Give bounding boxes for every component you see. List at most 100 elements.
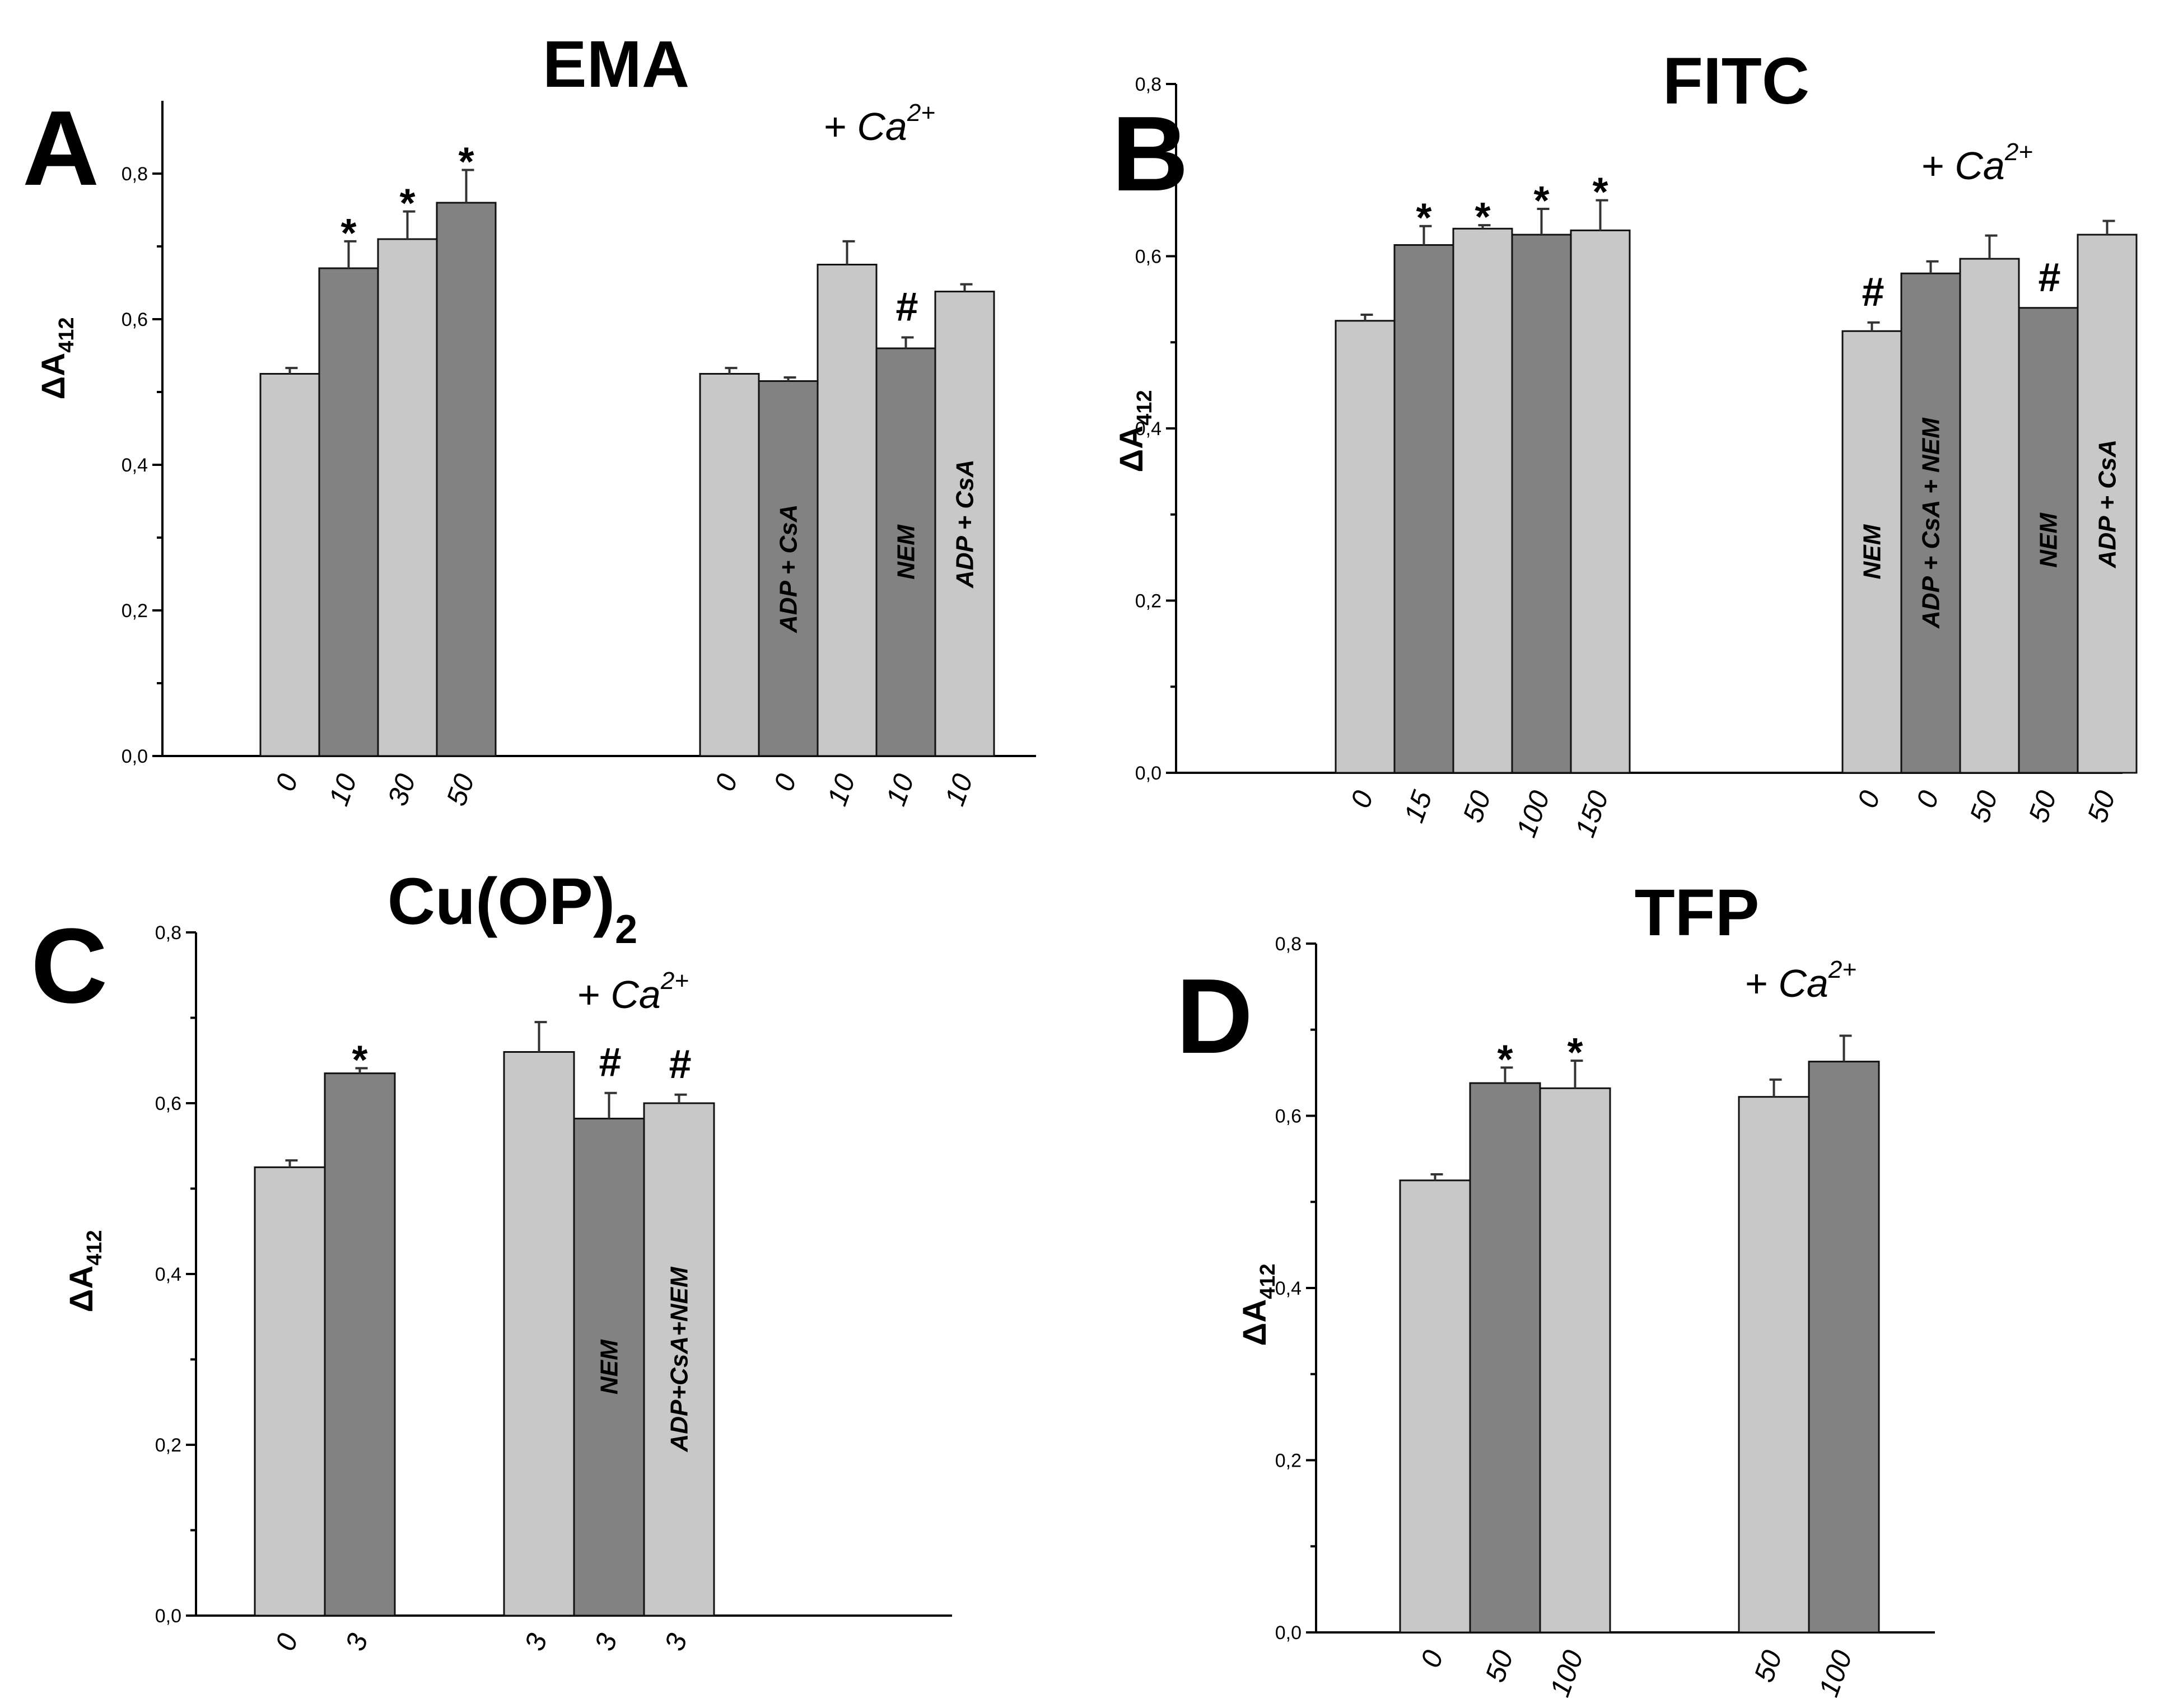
x-category-label: 150 bbox=[1569, 786, 1615, 841]
y-axis-label: ΔA412 bbox=[63, 1230, 106, 1313]
significance-star: * bbox=[1592, 170, 1608, 215]
calcium-label: + Ca2+ bbox=[823, 99, 935, 148]
bar bbox=[1452, 227, 1513, 774]
x-category-label: 50 bbox=[2022, 786, 2063, 827]
significance-hash: # bbox=[1862, 270, 1884, 315]
x-category-label: 3 bbox=[519, 1629, 553, 1654]
bar bbox=[1841, 330, 1902, 774]
y-axis-label: ΔA412 bbox=[35, 318, 78, 400]
y-axis-label: ΔA412 bbox=[1113, 390, 1156, 473]
x-category-label: 10 bbox=[880, 769, 920, 810]
x-category-label: 50 bbox=[1457, 786, 1497, 827]
calcium-label-main: Ca bbox=[1778, 962, 1828, 1005]
bar-label: NEM bbox=[596, 1339, 623, 1394]
x-category-label: 100 bbox=[1813, 1646, 1858, 1701]
x-category-label: 0 bbox=[1345, 786, 1379, 811]
significance-hash: # bbox=[2038, 255, 2060, 300]
bar bbox=[377, 238, 438, 757]
significance-star: * bbox=[1497, 1037, 1513, 1082]
y-tick-label: 0,2 bbox=[1135, 591, 1162, 612]
panel-title: Cu(OP)2 bbox=[388, 865, 637, 952]
calcium-label-prefix: + bbox=[577, 973, 610, 1016]
calcium-label-prefix: + bbox=[1744, 962, 1778, 1005]
bar bbox=[503, 1051, 575, 1617]
bar-label: ADP+CsA+NEM bbox=[666, 1266, 693, 1452]
calcium-label: + Ca2+ bbox=[577, 967, 689, 1016]
calcium-label: + Ca2+ bbox=[1921, 138, 2033, 188]
y-tick-label: 0,2 bbox=[122, 600, 148, 622]
panel-letter: D bbox=[1176, 957, 1253, 1076]
y-axis-label: ΔA412 bbox=[1237, 1264, 1280, 1346]
panel-title: TFP bbox=[1635, 876, 1760, 950]
bar bbox=[1738, 1096, 1810, 1634]
y-axis-label-subscript: 412 bbox=[83, 1230, 106, 1266]
y-tick-label: 0,8 bbox=[1275, 934, 1302, 955]
chart-panel-d: D TFP ΔA412 0,0 0,2 0,4 0,6 0,8 0 * 50 * 100 50 100 + C… bbox=[1176, 876, 1935, 1701]
y-axis-label-subscript: 412 bbox=[1133, 390, 1156, 426]
bar bbox=[1399, 1179, 1471, 1634]
y-tick-label: 0,6 bbox=[1135, 246, 1162, 268]
x-category-label: 100 bbox=[1544, 1646, 1589, 1701]
x-category-label: 0 bbox=[1910, 786, 1945, 811]
panel-title-main: TFP bbox=[1635, 876, 1760, 950]
x-category-label: 0 bbox=[709, 769, 744, 795]
chart-panel-b: BFITCΔA4120,00,20,40,60,80*15*50*100*150… bbox=[1112, 44, 2138, 841]
panel-title-main: FITC bbox=[1663, 44, 1809, 118]
calcium-label-prefix: + bbox=[1921, 144, 1955, 188]
y-axis-label-main: ΔA bbox=[1113, 426, 1150, 473]
y-axis-label-subscript: 412 bbox=[55, 318, 78, 353]
y-tick-label: 0,4 bbox=[155, 1264, 181, 1285]
calcium-label-superscript: 2+ bbox=[2004, 138, 2033, 166]
y-tick-label: 0,4 bbox=[1135, 418, 1162, 440]
panel-title: FITC bbox=[1663, 44, 1809, 118]
bar bbox=[875, 347, 936, 757]
bar bbox=[324, 1072, 396, 1617]
panel-title-main: EMA bbox=[543, 27, 689, 101]
panel-title: EMA bbox=[543, 27, 689, 101]
x-category-label: 0 bbox=[1415, 1646, 1449, 1671]
x-category-label: 15 bbox=[1398, 786, 1438, 827]
panel-letter: A bbox=[22, 89, 99, 208]
y-axis-label-main: ΔA bbox=[35, 353, 72, 400]
bar bbox=[699, 373, 760, 757]
significance-star: * bbox=[1567, 1030, 1583, 1075]
significance-hash: # bbox=[895, 285, 918, 330]
bar bbox=[2018, 307, 2079, 774]
x-category-label: 0 bbox=[269, 769, 304, 795]
x-category-label: 10 bbox=[323, 769, 363, 810]
y-tick-label: 0,0 bbox=[1135, 763, 1162, 784]
x-category-label: 3 bbox=[659, 1629, 693, 1654]
panel-title-subscript: 2 bbox=[615, 907, 637, 952]
bar bbox=[254, 1166, 326, 1617]
x-category-label: 30 bbox=[381, 769, 422, 810]
x-category-label: 50 bbox=[1748, 1646, 1788, 1686]
y-tick-label: 0,6 bbox=[155, 1093, 181, 1114]
significance-star: * bbox=[352, 1038, 367, 1082]
calcium-label-main: Ca bbox=[1955, 144, 2004, 188]
significance-star: * bbox=[458, 140, 474, 185]
significance-hash: # bbox=[599, 1040, 621, 1085]
bar bbox=[643, 1102, 715, 1617]
x-category-label: 0 bbox=[768, 769, 803, 795]
bar bbox=[1335, 320, 1396, 774]
bar bbox=[1808, 1061, 1880, 1634]
y-axis-label-subscript: 412 bbox=[1256, 1264, 1280, 1299]
bar bbox=[436, 202, 497, 757]
bar bbox=[1900, 272, 1961, 774]
x-category-label: 50 bbox=[440, 769, 481, 810]
bar-label: NEM bbox=[2035, 512, 2063, 568]
bar bbox=[1539, 1087, 1611, 1634]
significance-star: * bbox=[340, 211, 356, 256]
chart-panel-c: C Cu(OP)2 ΔA412 0,0 0,2 0,4 0,6 0,8 0 * 3 3 # NEM 3 # AD… bbox=[31, 865, 952, 1655]
y-tick-label: 0,0 bbox=[122, 746, 148, 767]
x-category-label: 10 bbox=[821, 769, 861, 810]
bar bbox=[1469, 1082, 1541, 1634]
panel-title-main: Cu(OP) bbox=[388, 865, 615, 939]
calcium-label-main: Ca bbox=[610, 973, 660, 1016]
calcium-label-prefix: + bbox=[823, 105, 857, 148]
chart-panel-a: A EMA ΔA412 0,0 0,2 0,4 0,6 0,8 0 * 10 * 30 * 50 0 ADP +… bbox=[22, 27, 1036, 810]
bar bbox=[934, 291, 995, 757]
bar-label: ADP + CsA bbox=[2094, 440, 2121, 568]
x-category-label: 10 bbox=[939, 769, 979, 810]
